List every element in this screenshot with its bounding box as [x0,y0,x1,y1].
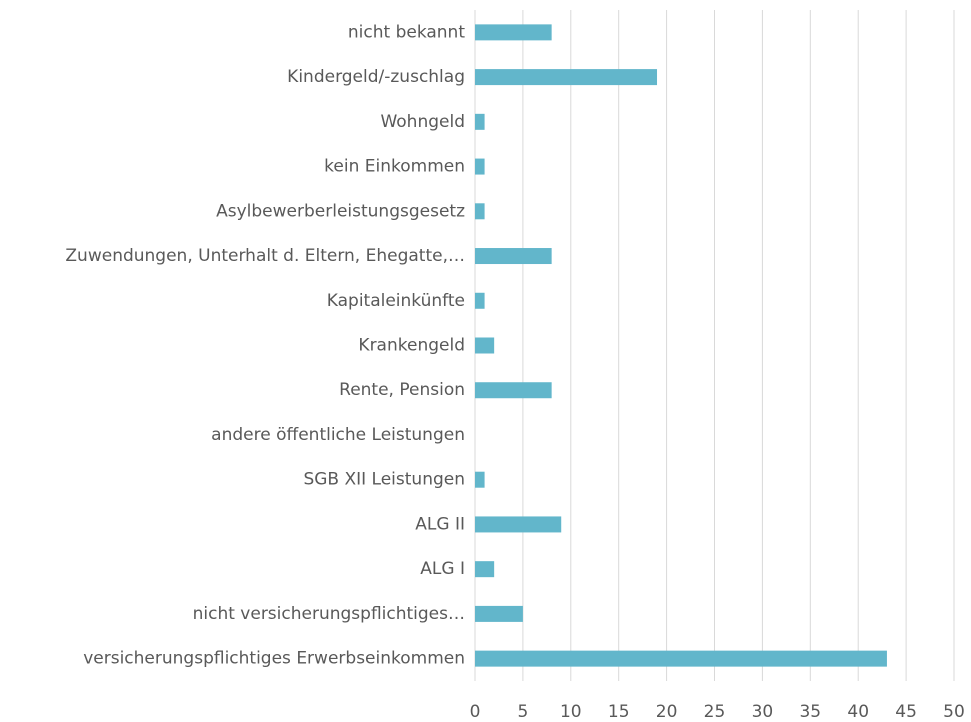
x-tick-label: 10 [560,702,582,722]
y-tick-label: ALG II [415,514,465,534]
bar [475,158,485,175]
bar [475,471,485,488]
bar [475,337,495,354]
bar [475,203,485,220]
y-tick-label: kein Einkommen [324,157,465,177]
x-tick-label: 30 [752,702,774,722]
y-tick-label: Krankengeld [358,336,465,356]
bar [475,561,495,578]
bar [475,516,562,533]
bar [475,650,887,667]
y-tick-label: Zuwendungen, Unterhalt d. Eltern, Ehegat… [65,246,465,266]
x-tick-label: 15 [608,702,630,722]
bar [475,292,485,309]
y-tick-label: ALG I [420,559,465,579]
y-tick-label: andere öffentliche Leistungen [211,425,465,445]
bar [475,248,552,265]
y-tick-label: Asylbewerberleistungsgesetz [216,201,465,221]
x-tick-label: 5 [517,702,528,722]
x-tick-label: 45 [895,702,917,722]
bar [475,382,552,399]
y-tick-label: SGB XII Leistungen [303,470,465,490]
y-tick-label: Kapitaleinkünfte [327,291,465,311]
bar [475,69,658,86]
y-tick-label: Rente, Pension [339,380,465,400]
bar [475,605,523,622]
x-tick-label: 40 [847,702,869,722]
y-tick-label: nicht versicherungspflichtiges… [193,604,465,624]
y-tick-label: versicherungspflichtiges Erwerbseinkomme… [83,649,465,669]
x-tick-label: 0 [470,702,481,722]
x-tick-label: 50 [943,702,965,722]
bar [475,113,485,130]
x-tick-label: 35 [799,702,821,722]
y-tick-label: Kindergeld/-zuschlag [287,67,465,87]
x-tick-label: 20 [656,702,678,722]
bar [475,24,552,41]
y-tick-label: Wohngeld [380,112,465,132]
y-tick-label: nicht bekannt [348,22,465,42]
x-tick-label: 25 [704,702,726,722]
